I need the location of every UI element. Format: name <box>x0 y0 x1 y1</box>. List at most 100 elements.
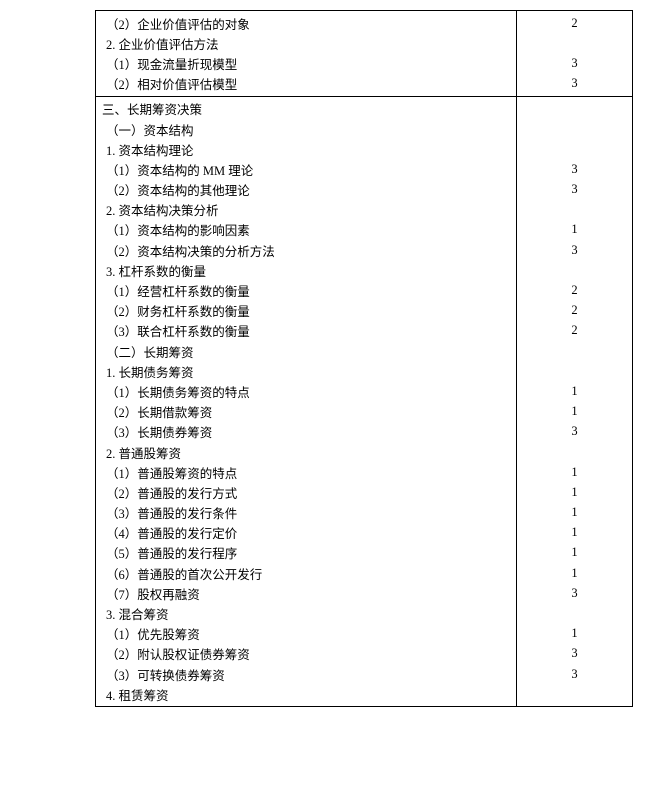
section-right-cell: 33132221131111113133 <box>517 96 633 707</box>
outline-label: （1）资本结构的 MM 理论 <box>96 160 516 179</box>
outline-row: （7）股权再融资 <box>96 583 516 603</box>
outline-row: 4. 租赁筹资 <box>96 684 516 704</box>
outline-value: 1 <box>517 566 632 581</box>
section-right-cell: 2 3 3 <box>517 11 633 97</box>
outline-label: 2. 企业价值评估方法 <box>96 34 516 53</box>
outline-value: 2 <box>517 303 632 318</box>
outline-value-row <box>517 341 632 361</box>
outline-row: （2）普通股的发行方式 <box>96 482 516 502</box>
outline-row: （2）资本结构的其他理论 <box>96 180 516 200</box>
outline-value: 1 <box>517 626 632 641</box>
outline-value-row: 1 <box>517 220 632 240</box>
outline-label: 4. 租赁筹资 <box>96 685 516 704</box>
outline-row: （2）资本结构决策的分析方法 <box>96 240 516 260</box>
outline-value-row: 1 <box>517 462 632 482</box>
outline-label: （2）普通股的发行方式 <box>96 483 516 502</box>
outline-row: （5）普通股的发行程序 <box>96 543 516 563</box>
outline-value-row: 1 <box>517 402 632 422</box>
outline-value-row: 3 <box>517 159 632 179</box>
outline-row: 2. 资本结构决策分析 <box>96 200 516 220</box>
outline-label: 3. 杠杆系数的衡量 <box>96 261 516 280</box>
outline-row: （1）资本结构的影响因素 <box>96 220 516 240</box>
outline-row: 1. 长期债务筹资 <box>96 361 516 381</box>
outline-value-row: 1 <box>517 624 632 644</box>
outline-label: （1）普通股筹资的特点 <box>96 463 516 482</box>
outline-value: 1 <box>517 485 632 500</box>
outline-value: 3 <box>517 182 632 197</box>
outline-row: 3. 杠杆系数的衡量 <box>96 260 516 280</box>
outline-value-row <box>517 361 632 381</box>
outline-label: （1）现金流量折现模型 <box>96 54 516 73</box>
outline-value-row <box>517 119 632 139</box>
outline-value: 1 <box>517 222 632 237</box>
outline-value: 1 <box>517 404 632 419</box>
outline-value-row: 3 <box>517 180 632 200</box>
outline-value-row: 3 <box>517 74 632 94</box>
outline-label: 三、长期筹资决策 <box>96 99 516 118</box>
outline-label: （一）资本结构 <box>96 120 516 139</box>
outline-value-row: 2 <box>517 321 632 341</box>
outline-label: （3）普通股的发行条件 <box>96 503 516 522</box>
outline-label: （7）股权再融资 <box>96 584 516 603</box>
outline-label: 3. 混合筹资 <box>96 604 516 623</box>
outline-row: （6）普通股的首次公开发行 <box>96 563 516 583</box>
outline-value-row: 3 <box>517 53 632 73</box>
outline-row: （3）联合杠杆系数的衡量 <box>96 321 516 341</box>
outline-label: （1）资本结构的影响因素 <box>96 220 516 239</box>
outline-value-row: 1 <box>517 381 632 401</box>
outline-value-row: 1 <box>517 563 632 583</box>
outline-label: （1）优先股筹资 <box>96 624 516 643</box>
outline-label: 2. 普通股筹资 <box>96 443 516 462</box>
outline-row: 1. 资本结构理论 <box>96 139 516 159</box>
outline-row: 2. 企业价值评估方法 <box>96 33 516 53</box>
outline-label: 2. 资本结构决策分析 <box>96 200 516 219</box>
outline-value: 2 <box>517 323 632 338</box>
outline-row: （3）长期债券筹资 <box>96 422 516 442</box>
outline-row: （4）普通股的发行定价 <box>96 523 516 543</box>
outline-value-row: 3 <box>517 240 632 260</box>
outline-label: 1. 资本结构理论 <box>96 140 516 159</box>
section-left-cell: 三、长期筹资决策（一）资本结构1. 资本结构理论（1）资本结构的 MM 理论（2… <box>96 96 517 707</box>
outline-value: 3 <box>517 162 632 177</box>
outline-label: （二）长期筹资 <box>96 342 516 361</box>
outline-value-row <box>517 200 632 220</box>
outline-value-row <box>517 99 632 119</box>
outline-row: （一）资本结构 <box>96 119 516 139</box>
outline-value-row: 1 <box>517 503 632 523</box>
outline-label: 1. 长期债务筹资 <box>96 362 516 381</box>
outline-value: 3 <box>517 76 632 91</box>
outline-row: （1）经营杠杆系数的衡量 <box>96 280 516 300</box>
section-row: （2）企业价值评估的对象2. 企业价值评估方法（1）现金流量折现模型（2）相对价… <box>96 11 633 97</box>
outline-value: 2 <box>517 16 632 31</box>
outline-label: （3）可转换债券筹资 <box>96 665 516 684</box>
outline-label: （6）普通股的首次公开发行 <box>96 564 516 583</box>
outline-label: （1）经营杠杆系数的衡量 <box>96 281 516 300</box>
outline-label: （2）财务杠杆系数的衡量 <box>96 301 516 320</box>
outline-value-row <box>517 603 632 623</box>
outline-label: （4）普通股的发行定价 <box>96 523 516 542</box>
outline-value: 3 <box>517 243 632 258</box>
outline-value-row <box>517 260 632 280</box>
outline-row: （1）优先股筹资 <box>96 624 516 644</box>
outline-label: （2）企业价值评估的对象 <box>96 14 516 33</box>
outline-value: 3 <box>517 424 632 439</box>
outline-label: （5）普通股的发行程序 <box>96 543 516 562</box>
outline-label: （2）长期借款筹资 <box>96 402 516 421</box>
outline-value-row <box>517 139 632 159</box>
outline-row: （2）长期借款筹资 <box>96 402 516 422</box>
outline-value-row: 2 <box>517 301 632 321</box>
outline-row: （1）现金流量折现模型 <box>96 53 516 73</box>
outline-value: 1 <box>517 525 632 540</box>
outline-value-row: 1 <box>517 523 632 543</box>
outline-row: （3）可转换债券筹资 <box>96 664 516 684</box>
outline-value-row: 2 <box>517 280 632 300</box>
outline-row: （1）长期债务筹资的特点 <box>96 381 516 401</box>
outline-row: （2）相对价值评估模型 <box>96 74 516 94</box>
outline-label: （2）资本结构的其他理论 <box>96 180 516 199</box>
outline-value: 3 <box>517 586 632 601</box>
outline-value-row: 3 <box>517 583 632 603</box>
outline-value-row: 1 <box>517 543 632 563</box>
outline-value-row: 3 <box>517 644 632 664</box>
outline-row: （2）企业价值评估的对象 <box>96 13 516 33</box>
outline-row: （2）附认股权证债券筹资 <box>96 644 516 664</box>
